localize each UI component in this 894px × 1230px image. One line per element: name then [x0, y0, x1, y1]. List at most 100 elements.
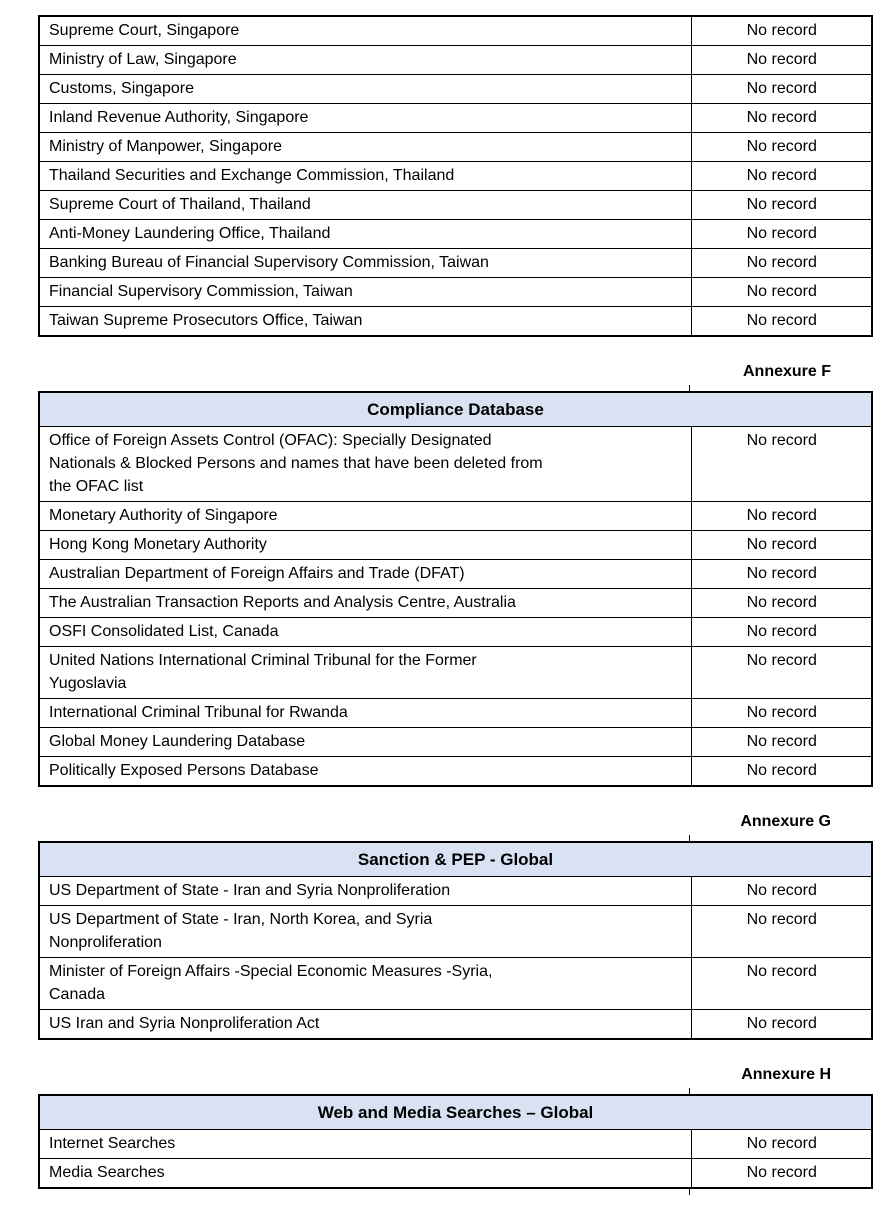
source-cell: Taiwan Supreme Prosecutors Office, Taiwa…	[38, 306, 692, 337]
table-row: Inland Revenue Authority, Singapore No re…	[38, 103, 873, 133]
result-cell: No record	[690, 277, 873, 307]
result-cell: No record	[690, 756, 873, 787]
result-cell: No record	[690, 1158, 873, 1189]
compliance-database-header-row: Compliance Database	[38, 391, 873, 427]
result-cell: No record	[690, 74, 873, 104]
table-row: Hong Kong Monetary Authority No record	[38, 530, 873, 560]
screening-sources-continued-table: Supreme Court, Singapore No record Ministr…	[38, 15, 873, 337]
result-cell: No record	[690, 905, 873, 958]
compliance-database-table: Compliance Database Office of Foreign Ass…	[38, 391, 873, 787]
table-row: International Criminal Tribunal for Rwan…	[38, 698, 873, 728]
source-cell: Supreme Court, Singapore	[38, 15, 692, 46]
source-cell: Customs, Singapore	[38, 74, 692, 104]
report-body: Supreme Court, Singapore No record Ministr…	[38, 15, 873, 1195]
result-cell: No record	[690, 248, 873, 278]
result-cell: No record	[690, 219, 873, 249]
table-row: Anti-Money Laundering Office, Thailand No…	[38, 219, 873, 249]
web-media-searches-global-table: Web and Media Searches – Global Internet …	[38, 1094, 873, 1189]
table-row: Financial Supervisory Commission, Taiwan…	[38, 277, 873, 307]
result-cell: No record	[690, 426, 873, 502]
table-title: Compliance Database	[38, 391, 873, 427]
table-row: Ministry of Law, Singapore No record	[38, 45, 873, 75]
result-cell: No record	[690, 132, 873, 162]
source-cell: Monetary Authority of Singapore	[38, 501, 692, 531]
source-cell: Office of Foreign Assets Control (OFAC):…	[38, 426, 692, 502]
source-cell: US Iran and Syria Nonproliferation Act	[38, 1009, 692, 1040]
source-cell: Politically Exposed Persons Database	[38, 756, 692, 787]
source-cell: International Criminal Tribunal for Rwan…	[38, 698, 692, 728]
table-row: Media Searches No record	[38, 1158, 873, 1189]
source-cell: Media Searches	[38, 1158, 692, 1189]
table-row: Monetary Authority of Singapore No record	[38, 501, 873, 531]
source-cell: OSFI Consolidated List, Canada	[38, 617, 692, 647]
table-row: Supreme Court, Singapore No record	[38, 15, 873, 46]
annexure-label-h: Annexure H	[741, 1066, 831, 1083]
result-cell: No record	[690, 306, 873, 337]
source-cell: Banking Bureau of Financial Supervisory …	[38, 248, 692, 278]
screening-sources-continued-section: Supreme Court, Singapore No record Ministr…	[38, 15, 873, 337]
result-cell: No record	[690, 559, 873, 589]
table-row: United Nations International Criminal Tr…	[38, 646, 873, 699]
table-row: Internet Searches No record	[38, 1129, 873, 1159]
result-cell: No record	[690, 530, 873, 560]
result-cell: No record	[690, 1009, 873, 1040]
table-title: Web and Media Searches – Global	[38, 1094, 873, 1130]
source-cell: Global Money Laundering Database	[38, 727, 692, 757]
source-cell: Financial Supervisory Commission, Taiwan	[38, 277, 692, 307]
sanction-pep-global-header-row: Sanction & PEP - Global	[38, 841, 873, 877]
source-cell: Minister of Foreign Affairs -Special Eco…	[38, 957, 692, 1010]
sanction-pep-global-section: Sanction & PEP - Global US Department of …	[38, 835, 873, 1040]
sanction-pep-global-table: Sanction & PEP - Global US Department of …	[38, 841, 873, 1040]
result-cell: No record	[690, 876, 873, 906]
table-row: OSFI Consolidated List, Canada No record	[38, 617, 873, 647]
result-cell: No record	[690, 15, 873, 46]
result-cell: No record	[690, 698, 873, 728]
table-row: US Department of State - Iran, North Kor…	[38, 905, 873, 958]
result-cell: No record	[690, 103, 873, 133]
result-cell: No record	[690, 617, 873, 647]
result-cell: No record	[690, 45, 873, 75]
source-cell: Internet Searches	[38, 1129, 692, 1159]
table-row: Office of Foreign Assets Control (OFAC):…	[38, 426, 873, 502]
source-cell: Supreme Court of Thailand, Thailand	[38, 190, 692, 220]
result-cell: No record	[690, 1129, 873, 1159]
result-cell: No record	[690, 190, 873, 220]
result-cell: No record	[690, 161, 873, 191]
table-row: Minister of Foreign Affairs -Special Eco…	[38, 957, 873, 1010]
source-cell: United Nations International Criminal Tr…	[38, 646, 692, 699]
compliance-database-section: Compliance Database Office of Foreign Ass…	[38, 385, 873, 787]
table-row: Thailand Securities and Exchange Commiss…	[38, 161, 873, 191]
source-cell: Inland Revenue Authority, Singapore	[38, 103, 692, 133]
web-media-searches-global-section: Web and Media Searches – Global Internet …	[38, 1088, 873, 1195]
source-cell: Hong Kong Monetary Authority	[38, 530, 692, 560]
annexure-label-f: Annexure F	[742, 363, 831, 380]
table-row: Global Money Laundering Database No recor…	[38, 727, 873, 757]
source-cell: Anti-Money Laundering Office, Thailand	[38, 219, 692, 249]
table-row: US Department of State - Iran and Syria …	[38, 876, 873, 906]
table-title: Sanction & PEP - Global	[38, 841, 873, 877]
result-cell: No record	[690, 727, 873, 757]
table-row: Australian Department of Foreign Affairs…	[38, 559, 873, 589]
table-row: Politically Exposed Persons Database No r…	[38, 756, 873, 787]
source-cell: Ministry of Manpower, Singapore	[38, 132, 692, 162]
source-cell: US Department of State - Iran and Syria …	[38, 876, 692, 906]
table-row: Taiwan Supreme Prosecutors Office, Taiwa…	[38, 306, 873, 337]
result-cell: No record	[690, 646, 873, 699]
table-row: Banking Bureau of Financial Supervisory …	[38, 248, 873, 278]
annexure-label-g: Annexure G	[740, 813, 831, 830]
result-cell: No record	[690, 588, 873, 618]
source-cell: Australian Department of Foreign Affairs…	[38, 559, 692, 589]
table-row: Customs, Singapore No record	[38, 74, 873, 104]
table-row: The Australian Transaction Reports and A…	[38, 588, 873, 618]
web-media-searches-global-header-row: Web and Media Searches – Global	[38, 1094, 873, 1130]
source-cell: The Australian Transaction Reports and A…	[38, 588, 692, 618]
result-cell: No record	[690, 957, 873, 1010]
source-cell: Ministry of Law, Singapore	[38, 45, 692, 75]
table-row: Supreme Court of Thailand, Thailand No re…	[38, 190, 873, 220]
source-cell: Thailand Securities and Exchange Commiss…	[38, 161, 692, 191]
table-row: Ministry of Manpower, Singapore No record	[38, 132, 873, 162]
source-cell: US Department of State - Iran, North Kor…	[38, 905, 692, 958]
table-row: US Iran and Syria Nonproliferation Act No…	[38, 1009, 873, 1040]
result-cell: No record	[690, 501, 873, 531]
